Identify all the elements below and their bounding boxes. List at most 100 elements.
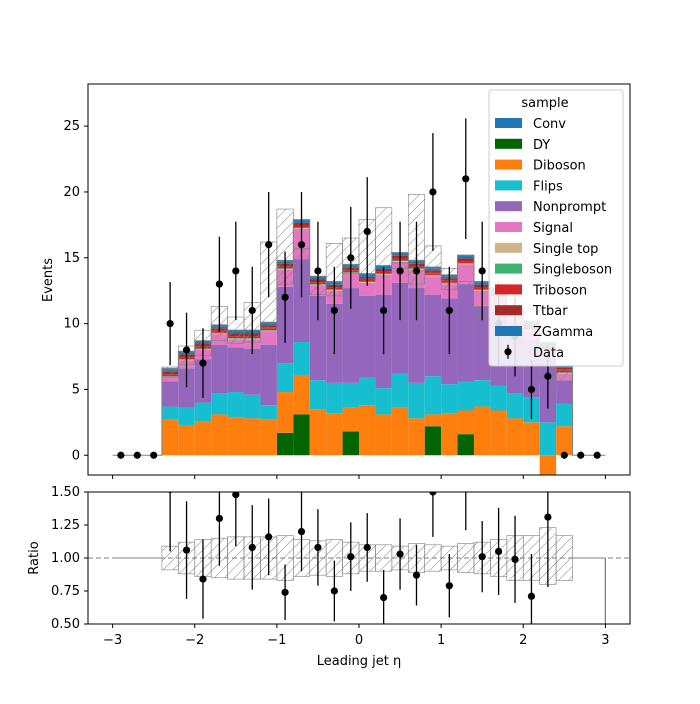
legend-swatch-zgamma <box>495 326 522 336</box>
bar-diboson <box>244 418 261 456</box>
data-point <box>232 267 240 275</box>
bar-diboson <box>227 417 245 456</box>
x-tick-label: −1 <box>267 633 286 648</box>
legend-label: DY <box>533 138 550 153</box>
y-tick-label-main: 25 <box>63 119 80 134</box>
legend-label: Data <box>533 346 564 361</box>
legend-swatch-singleboson <box>495 263 522 274</box>
bar-nonprompt <box>342 288 359 383</box>
data-point <box>544 372 552 380</box>
y-axis-label-ratio: Ratio <box>27 541 42 574</box>
bar-dy <box>424 426 442 456</box>
data-point <box>215 280 223 288</box>
legend-label: Flips <box>533 179 563 194</box>
bar-flips <box>161 406 179 420</box>
bar-dy <box>276 432 294 456</box>
bar-flips <box>539 422 557 456</box>
ratio-point <box>248 543 256 552</box>
bar-diboson <box>359 405 376 456</box>
ratio-point <box>544 513 552 521</box>
legend-swatch-single-top <box>495 242 522 253</box>
legend-label: ZGamma <box>533 325 593 340</box>
x-axis-label: Leading jet η <box>317 654 402 669</box>
bar-nonprompt <box>424 294 442 377</box>
bar-diboson <box>490 410 507 456</box>
ratio-point <box>347 553 355 561</box>
ratio-point <box>380 594 388 602</box>
data-point <box>117 451 125 459</box>
x-tick-label: 0 <box>355 633 363 648</box>
data-point <box>445 306 453 315</box>
legend-label: Ttbar <box>532 304 568 319</box>
bar-nonprompt <box>309 295 327 381</box>
data-point <box>462 175 470 183</box>
bar-flips <box>359 377 376 406</box>
bar-nonprompt <box>408 288 425 383</box>
bar-flips <box>408 382 425 419</box>
bar-singleboson <box>457 263 474 264</box>
bar-diboson <box>441 413 458 456</box>
x-tick-label: 2 <box>519 633 527 648</box>
bar-dy <box>457 434 474 456</box>
bar-nonprompt <box>359 295 376 378</box>
y-tick-label-ratio: 1.25 <box>51 518 80 533</box>
uncertainty-bin <box>457 281 475 290</box>
data-point <box>412 267 421 275</box>
y-tick-label-ratio: 0.75 <box>51 584 80 599</box>
bar-signal <box>457 264 474 285</box>
bar-triboson <box>424 272 442 275</box>
y-tick-label-main: 15 <box>63 251 80 266</box>
bar-flips <box>178 407 195 425</box>
bar-conv <box>457 255 474 257</box>
bar-single-top <box>260 330 277 332</box>
ratio-points <box>167 492 552 624</box>
bar-flips <box>391 373 409 408</box>
data-point <box>281 293 289 301</box>
bar-diboson <box>161 419 179 456</box>
ratio-point <box>412 571 421 579</box>
bar-diboson <box>309 409 327 456</box>
bar-diboson <box>556 426 573 456</box>
bar-nonprompt <box>260 344 277 406</box>
x-tick-label: 1 <box>437 633 445 648</box>
bar-diboson <box>326 413 343 456</box>
bar-diboson <box>178 424 195 456</box>
legend-swatch-diboson <box>495 159 522 170</box>
data-point <box>330 306 338 315</box>
y-tick-label-main: 5 <box>72 382 80 397</box>
data-point <box>527 385 536 394</box>
bar-nonprompt <box>391 282 409 374</box>
legend-swatch-flips <box>495 180 522 191</box>
bar-flips <box>244 394 261 419</box>
bar-signal <box>161 377 179 382</box>
ratio-uncertainty-band <box>88 527 630 624</box>
ratio-panel: 0.50 0.75 1.00 1.25 1.50 −3 −2 −1 0 1 2 3 <box>51 485 631 648</box>
data-point <box>182 346 191 354</box>
bar-diboson <box>211 414 228 456</box>
ratio-point <box>314 543 322 552</box>
legend-marker-data-point <box>504 348 512 356</box>
bar-single-top <box>457 263 474 265</box>
uncertainty-bin <box>375 207 393 266</box>
bar-flips <box>293 342 310 375</box>
legend-swatch-dy <box>495 138 522 149</box>
bar-ttbar <box>556 367 573 371</box>
data-point <box>297 241 306 249</box>
ratio-point <box>445 582 453 590</box>
ratio-point <box>495 547 503 556</box>
bar-flips <box>556 403 573 427</box>
bar-nonprompt <box>244 348 261 395</box>
y-tick-label-main: 0 <box>72 448 80 463</box>
ratio-point <box>511 555 519 563</box>
data-point <box>347 254 355 262</box>
bar-nonprompt <box>161 381 179 407</box>
bar-diboson <box>276 392 294 433</box>
legend-swatch-conv <box>495 118 522 128</box>
legend-swatch-nonprompt <box>495 201 522 212</box>
data-point <box>248 306 256 315</box>
bar-zgamma <box>556 365 573 368</box>
ratio-point <box>199 575 207 583</box>
bar-diboson <box>473 406 491 456</box>
bar-singleboson <box>424 274 442 276</box>
